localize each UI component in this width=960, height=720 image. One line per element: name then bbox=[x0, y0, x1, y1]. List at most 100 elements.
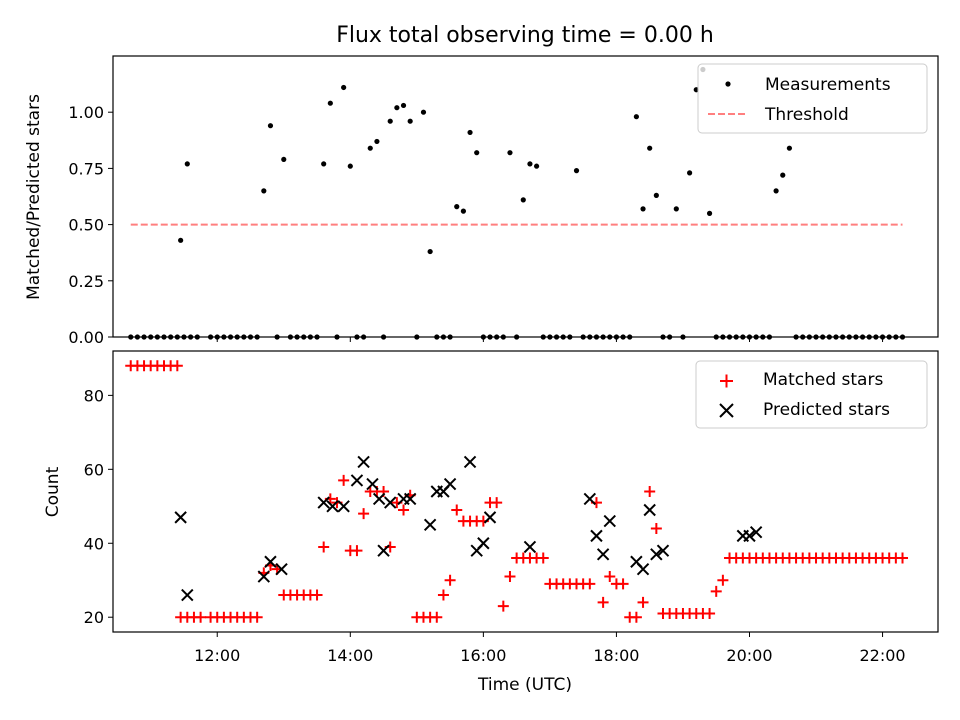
predicted-star-point bbox=[372, 492, 386, 506]
count-x-ticks: 12:00 14:00 16:00 18:00 20:00 22:00 bbox=[194, 632, 906, 665]
matched-star-point bbox=[504, 571, 516, 583]
ratio-x-ticks bbox=[216, 337, 884, 342]
predicted-star-point bbox=[523, 540, 537, 554]
matched-star-point bbox=[251, 611, 263, 623]
legend-threshold-label: Threshold bbox=[764, 105, 849, 125]
measurement-point bbox=[460, 208, 467, 214]
matched-star-point bbox=[597, 596, 609, 608]
measurement-point bbox=[573, 168, 580, 174]
matched-star-point bbox=[358, 508, 370, 520]
predicted-star-point bbox=[181, 588, 194, 602]
x-tick-label: 12:00 bbox=[194, 646, 240, 665]
matched-star-point bbox=[338, 474, 350, 486]
measurement-point bbox=[341, 84, 347, 91]
measurement-point bbox=[527, 161, 533, 167]
measurement-point bbox=[474, 150, 480, 156]
measurement-point bbox=[520, 197, 526, 203]
predicted-star-point bbox=[583, 492, 597, 506]
matched-star-point bbox=[491, 497, 503, 509]
count-y-tick-label: 40 bbox=[84, 534, 104, 553]
legend-measurements-label: Measurements bbox=[765, 75, 891, 95]
measurement-point bbox=[407, 118, 413, 124]
predicted-star-point bbox=[403, 492, 417, 506]
ratio-marks bbox=[128, 66, 906, 340]
predicted-star-point bbox=[463, 455, 477, 469]
legend-predicted-label: Predicted stars bbox=[763, 400, 890, 420]
ratio-y-tick-label: 0.75 bbox=[68, 159, 104, 178]
predicted-star-point bbox=[317, 496, 330, 509]
count-axes-frame bbox=[112, 350, 939, 633]
matched-star-point bbox=[437, 589, 449, 601]
chart-title: Flux total observing time = 0.00 h bbox=[336, 23, 714, 48]
ratio-y-tick-label: 0.25 bbox=[68, 272, 104, 291]
matched-star-point bbox=[584, 578, 596, 590]
count-marks bbox=[125, 360, 909, 623]
measurement-point bbox=[184, 161, 190, 167]
x-tick-label: 14:00 bbox=[327, 646, 373, 665]
measurement-point bbox=[420, 109, 427, 115]
predicted-star-point bbox=[337, 500, 350, 513]
predicted-star-point bbox=[603, 514, 616, 528]
predicted-star-point bbox=[174, 511, 187, 524]
predicted-star-point bbox=[477, 537, 490, 550]
ratio-y-ticks: 0.00 0.25 0.50 0.75 1.00 bbox=[68, 103, 113, 347]
ratio-subplot: Flux total observing time = 0.00 h 0.00 0… bbox=[24, 23, 939, 347]
predicted-star-point bbox=[264, 555, 277, 568]
predicted-star-point bbox=[257, 570, 271, 583]
matched-star-point bbox=[897, 552, 909, 564]
legend-predicted-marker bbox=[719, 403, 734, 418]
predicted-star-point bbox=[326, 500, 339, 513]
count-y-axis-label: Count bbox=[43, 466, 63, 517]
predicted-star-point bbox=[650, 548, 663, 561]
predicted-star-point bbox=[350, 474, 364, 487]
predicted-star-point bbox=[483, 511, 497, 524]
count-y-tick-label: 80 bbox=[84, 386, 104, 405]
measurement-point bbox=[394, 105, 400, 111]
count-y-ticks: 20 40 60 80 bbox=[84, 386, 113, 627]
ratio-y-tick-label: 0.00 bbox=[68, 328, 104, 347]
predicted-star-point bbox=[643, 503, 656, 517]
measurement-point bbox=[507, 150, 513, 156]
measurement-point bbox=[786, 145, 793, 151]
measurement-point bbox=[454, 204, 460, 210]
predicted-star-point bbox=[636, 562, 650, 576]
measurement-point bbox=[374, 138, 380, 145]
ratio-legend: Measurements Threshold bbox=[697, 63, 928, 134]
matched-star-point bbox=[717, 574, 729, 586]
matched-star-point bbox=[351, 545, 363, 557]
predicted-star-point bbox=[590, 529, 603, 543]
matched-star-point bbox=[311, 589, 323, 601]
count-y-tick-label: 60 bbox=[84, 460, 104, 479]
x-tick-label: 20:00 bbox=[726, 646, 772, 665]
matched-star-point bbox=[398, 504, 410, 516]
legend-matched-marker bbox=[720, 374, 733, 388]
predicted-star-point bbox=[366, 477, 379, 491]
measurement-point bbox=[261, 188, 267, 194]
measurement-point bbox=[321, 161, 327, 167]
x-tick-label: 16:00 bbox=[460, 646, 506, 665]
predicted-star-point bbox=[596, 548, 610, 561]
matched-star-point bbox=[617, 578, 629, 590]
measurement-point bbox=[267, 123, 274, 129]
measurement-point bbox=[673, 206, 679, 212]
measurement-point bbox=[780, 172, 786, 178]
count-legend: Matched stars Predicted stars bbox=[695, 360, 928, 429]
measurement-point bbox=[640, 206, 646, 212]
measurement-point bbox=[633, 114, 639, 120]
ratio-y-axis-label: Matched/Predicted stars bbox=[24, 94, 44, 300]
x-axis-label: Time (UTC) bbox=[477, 675, 572, 695]
predicted-star-point bbox=[357, 455, 370, 469]
matched-star-point bbox=[630, 611, 642, 623]
matched-star-point bbox=[644, 486, 656, 497]
predicted-star-point bbox=[384, 496, 397, 509]
measurement-point bbox=[467, 129, 473, 136]
measurement-point bbox=[647, 145, 653, 151]
predicted-star-point bbox=[423, 518, 437, 531]
matched-star-point bbox=[195, 611, 207, 623]
measurement-point bbox=[687, 170, 693, 176]
measurement-point bbox=[327, 100, 333, 106]
ratio-legend-box bbox=[697, 63, 928, 134]
predicted-star-point bbox=[377, 544, 390, 557]
measurement-point bbox=[773, 188, 779, 194]
